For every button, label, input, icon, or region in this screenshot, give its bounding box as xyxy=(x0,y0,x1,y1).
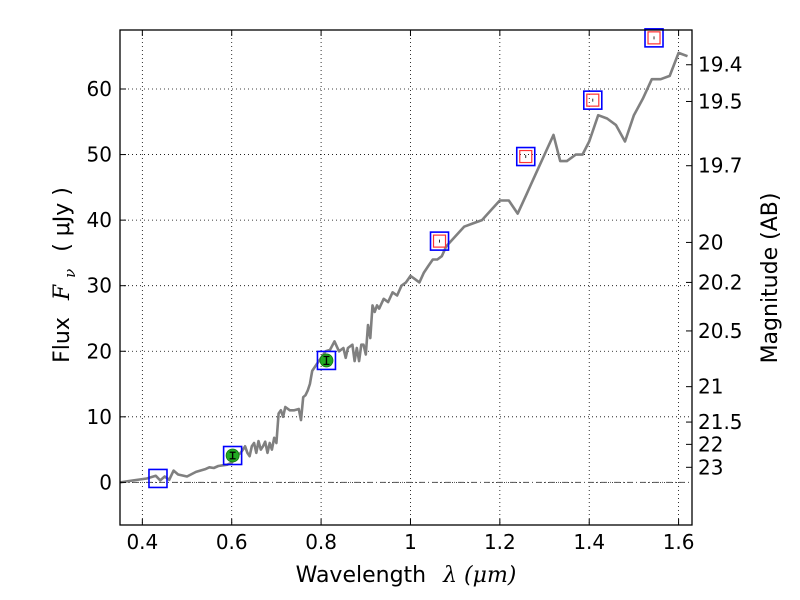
y-axis-label-text: Flux xyxy=(50,317,75,363)
x-axis-label: Wavelength λ (μm) xyxy=(296,563,517,588)
grid-layer xyxy=(120,30,692,525)
y-tick-label: 30 xyxy=(87,274,112,298)
right-tick-label: 19.4 xyxy=(698,53,743,77)
y-tick-label: 20 xyxy=(87,339,112,363)
red-square-marker xyxy=(519,149,533,164)
spectrum-line xyxy=(120,51,688,484)
x-tick-label: 1 xyxy=(404,530,417,554)
x-tick-label: 1.2 xyxy=(484,530,516,554)
model-square-marker xyxy=(316,350,337,371)
x-tick-label: 0.8 xyxy=(305,530,337,554)
right-tick-label: 20.2 xyxy=(698,270,743,294)
right-tick-label: 19.7 xyxy=(698,154,743,178)
right-tick-label: 22 xyxy=(698,432,723,456)
right-axis-label: Magnitude (AB) xyxy=(758,193,783,364)
marker-layer xyxy=(148,28,664,489)
model-square-marker xyxy=(148,468,168,489)
plot-area xyxy=(120,51,688,484)
plot-frame xyxy=(119,29,693,526)
model-square-marker xyxy=(582,90,603,110)
model-square-marker xyxy=(429,231,450,251)
ticks-layer: 0.4 0.6 0.8 1 1.2 1.4 1.6 0 10 20 30 40 50 60 19.4 19.5… xyxy=(87,30,743,554)
x-tick-label: 1.4 xyxy=(573,530,605,554)
y-axis-label-subscript: ν xyxy=(61,269,79,278)
x-axis-label-text: Wavelength xyxy=(296,563,427,588)
y-axis-label: Flux F ν ( μJy ) xyxy=(50,187,81,363)
y-axis-label-units: ( μJy ) xyxy=(50,187,75,252)
x-tick-label: 1.6 xyxy=(663,530,695,554)
y-tick-label: 40 xyxy=(87,208,112,232)
red-square-marker xyxy=(647,31,661,45)
red-square-marker xyxy=(586,93,600,107)
y-tick-label: 0 xyxy=(99,470,112,494)
x-axis-label-symbol: λ (μm) xyxy=(442,563,516,588)
right-tick-label: 19.5 xyxy=(698,89,743,113)
right-tick-label: 21.5 xyxy=(698,410,743,434)
model-square-marker xyxy=(515,146,536,167)
right-tick-label: 21 xyxy=(698,375,723,399)
model-square-marker xyxy=(222,445,243,466)
red-square-marker xyxy=(432,234,447,248)
right-tick-label: 20.5 xyxy=(698,319,743,343)
y-tick-label: 10 xyxy=(87,405,112,429)
y-axis-label-symbol: F xyxy=(50,284,75,301)
model-square-marker xyxy=(644,28,664,48)
y-tick-label: 50 xyxy=(87,143,112,167)
right-tick-label: 23 xyxy=(698,455,723,479)
x-tick-label: 0.6 xyxy=(216,530,248,554)
x-tick-label: 0.4 xyxy=(126,530,158,554)
y-tick-label: 60 xyxy=(87,77,112,101)
right-tick-label: 20 xyxy=(698,230,723,254)
